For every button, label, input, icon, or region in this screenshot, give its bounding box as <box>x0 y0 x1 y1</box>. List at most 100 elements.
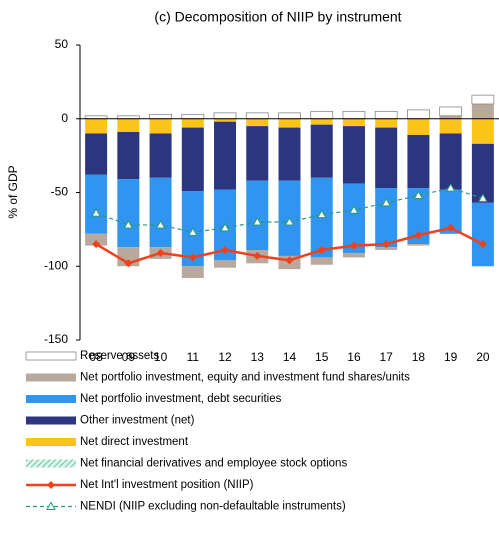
marker <box>349 241 358 250</box>
marker <box>155 219 166 229</box>
legend-swatch <box>26 438 76 446</box>
bar-segment <box>149 133 172 178</box>
marker <box>478 240 487 249</box>
bar-segment <box>181 113 205 120</box>
legend-label: Net Int'l investment position (NIIP) <box>80 479 254 491</box>
bar-segment <box>181 266 204 279</box>
bar-segment <box>471 202 494 267</box>
bar-segment <box>310 124 333 178</box>
x-tick-label: 13 <box>251 350 265 364</box>
marker <box>156 248 165 257</box>
x-tick-label: 20 <box>476 350 490 364</box>
bar-segment <box>278 118 301 128</box>
bar-segment <box>407 244 430 246</box>
legend-swatch <box>47 481 55 489</box>
marker <box>285 256 294 265</box>
bar-segment <box>439 133 462 190</box>
marker <box>253 251 262 260</box>
bar-segment <box>181 118 204 128</box>
marker <box>221 246 230 255</box>
bar-segment <box>310 118 333 125</box>
bar-segment <box>407 109 430 120</box>
bar-segment <box>342 183 365 253</box>
marker <box>188 253 197 262</box>
bar-segment <box>117 118 140 133</box>
marker <box>123 219 134 229</box>
bar-segment <box>439 118 462 134</box>
marker <box>413 190 424 199</box>
bar-segment <box>342 252 365 258</box>
y-tick-label: 50 <box>55 37 69 51</box>
y-tick-label: -50 <box>51 185 69 199</box>
marker <box>187 227 198 236</box>
bar-segment <box>342 118 365 127</box>
legend-label: NENDI (NIIP excluding non-defaultable in… <box>80 501 346 513</box>
bar-segment <box>214 121 237 190</box>
bar-segment <box>375 247 398 251</box>
legend-swatch <box>26 416 76 425</box>
legend-swatch <box>26 373 76 382</box>
bar-segment <box>342 126 365 184</box>
chart-title: (c) Decomposition of NIIP by instrument <box>154 9 401 25</box>
marker <box>124 259 133 268</box>
bar-segment <box>471 143 494 203</box>
bar-segment <box>375 118 398 128</box>
marker <box>317 246 326 255</box>
bar-segment <box>213 112 237 120</box>
y-tick-label: -100 <box>44 258 68 272</box>
marker <box>381 197 392 207</box>
bar-segment <box>375 188 398 248</box>
bar-segment <box>246 126 269 181</box>
bar-segment <box>407 118 430 135</box>
x-tick-label: 17 <box>380 350 394 364</box>
bar-segment <box>471 104 494 119</box>
marker <box>445 183 456 192</box>
legend-label: Net portfolio investment, equity and inv… <box>80 372 410 384</box>
marker <box>414 231 423 240</box>
bar-segment <box>181 127 204 192</box>
marker <box>92 240 101 249</box>
bar-segment <box>214 260 237 268</box>
bar-segment <box>375 127 398 189</box>
bar-segment <box>117 132 140 180</box>
legend-label: Reserve assets <box>80 350 160 362</box>
bar-segment <box>214 118 237 122</box>
bar-segment <box>471 118 494 144</box>
bar-segment <box>310 257 333 265</box>
marker <box>478 193 488 202</box>
x-tick-label: 11 <box>187 350 200 364</box>
bar-segment <box>149 113 172 120</box>
legend-label: Net portfolio investment, debt securitie… <box>80 393 282 405</box>
bar-segment <box>310 110 334 120</box>
legend-swatch <box>25 351 77 361</box>
bar-segment <box>471 94 495 105</box>
y-axis-label: % of GDP <box>6 165 20 218</box>
bar-segment <box>246 118 269 127</box>
bar-segment <box>278 112 301 120</box>
bar-segment <box>407 134 430 189</box>
marker <box>382 240 391 249</box>
y-tick-label: 0 <box>61 111 68 125</box>
legend-swatch <box>26 395 76 403</box>
bar-segment <box>85 118 108 134</box>
x-tick-label: 09 <box>122 350 136 364</box>
bar-segment <box>439 115 462 119</box>
y-tick-label: -150 <box>44 332 68 346</box>
x-tick-label: 19 <box>444 350 458 364</box>
marker <box>284 216 295 226</box>
x-tick-label: 18 <box>412 350 426 364</box>
bar-segment <box>342 110 366 120</box>
bar-segment <box>246 180 269 251</box>
legend-label: Net direct investment <box>80 436 189 448</box>
legend-swatch <box>26 459 76 468</box>
bar-segment <box>439 106 463 117</box>
bar-segment <box>85 174 108 234</box>
legend-label: Net financial derivatives and employee s… <box>80 458 347 470</box>
bar-segment <box>439 189 462 234</box>
x-tick-label: 14 <box>283 350 297 364</box>
bar-segment <box>85 133 108 175</box>
marker <box>91 208 101 217</box>
marker <box>220 222 230 232</box>
marker <box>446 223 455 232</box>
